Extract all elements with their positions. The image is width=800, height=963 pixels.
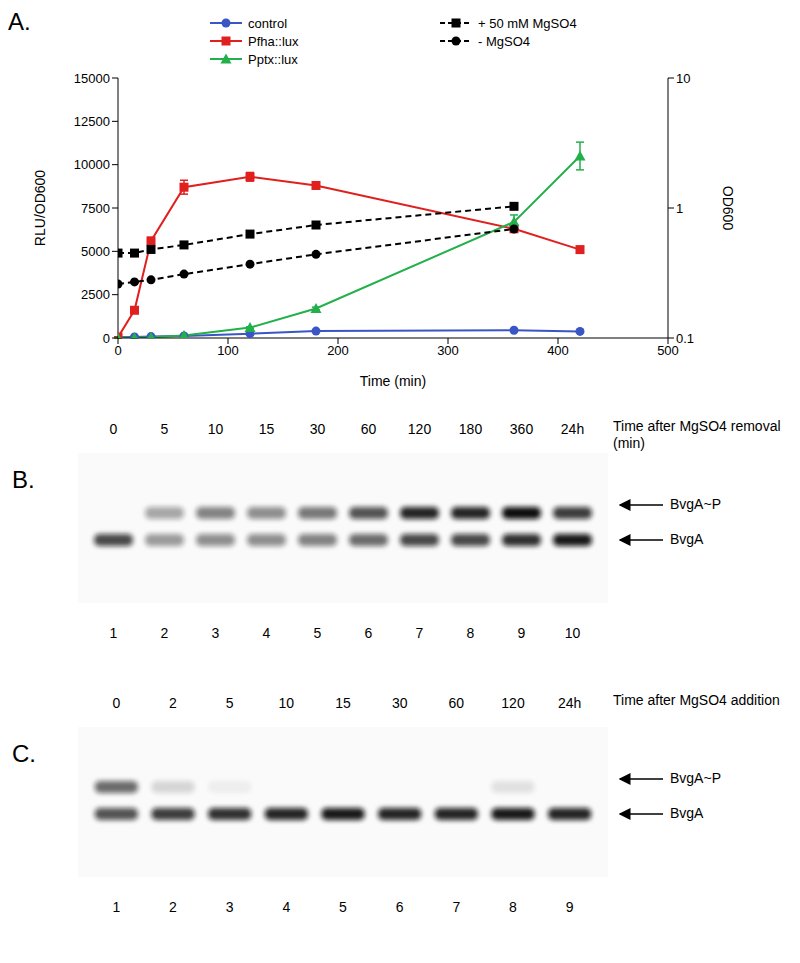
svg-text:15000: 15000 xyxy=(74,71,110,86)
svg-text:6: 6 xyxy=(396,899,404,915)
svg-text:OD600: OD600 xyxy=(720,186,736,231)
svg-text:180: 180 xyxy=(459,421,483,437)
html-text:control: control xyxy=(248,15,287,31)
svg-text:7: 7 xyxy=(416,625,424,641)
svg-text:0.1: 0.1 xyxy=(676,331,694,346)
svg-text:0: 0 xyxy=(112,695,120,711)
html-text:Pptx::lux: Pptx::lux xyxy=(248,51,298,67)
svg-text:24h: 24h xyxy=(558,695,581,711)
svg-text:15: 15 xyxy=(335,695,351,711)
svg-text:360: 360 xyxy=(510,421,534,437)
svg-text:BvgA~P: BvgA~P xyxy=(670,770,721,786)
svg-text:10: 10 xyxy=(279,695,295,711)
svg-text:0: 0 xyxy=(110,421,118,437)
svg-text:2: 2 xyxy=(169,899,177,915)
svg-text:500: 500 xyxy=(657,343,679,359)
svg-text:10000: 10000 xyxy=(74,157,110,172)
svg-text:2: 2 xyxy=(169,695,177,711)
svg-text:1: 1 xyxy=(676,201,683,216)
svg-text:4: 4 xyxy=(263,625,271,641)
svg-text:9: 9 xyxy=(566,899,574,915)
svg-text:5000: 5000 xyxy=(81,244,110,259)
svg-text:8: 8 xyxy=(509,899,517,915)
svg-text:B.: B. xyxy=(12,466,35,493)
svg-text:5: 5 xyxy=(226,695,234,711)
svg-text:5: 5 xyxy=(161,421,169,437)
svg-text:10: 10 xyxy=(676,71,690,86)
svg-text:3: 3 xyxy=(212,625,220,641)
svg-text:30: 30 xyxy=(310,421,326,437)
svg-text:60: 60 xyxy=(361,421,377,437)
svg-text:6: 6 xyxy=(365,625,373,641)
svg-text:12500: 12500 xyxy=(74,114,110,129)
html-text:+ 50 mM MgSO4: + 50 mM MgSO4 xyxy=(478,15,577,31)
svg-text:C.: C. xyxy=(12,740,36,767)
svg-text:15: 15 xyxy=(259,421,275,437)
svg-text:BvgA: BvgA xyxy=(670,805,704,821)
svg-text:4: 4 xyxy=(282,899,290,915)
svg-text:7: 7 xyxy=(452,899,460,915)
svg-text:10: 10 xyxy=(565,625,581,641)
svg-text:10: 10 xyxy=(208,421,224,437)
svg-text:Time (min): Time (min) xyxy=(360,373,426,389)
svg-text:1: 1 xyxy=(112,899,120,915)
svg-text:5: 5 xyxy=(339,899,347,915)
html-text:Pfha::lux: Pfha::lux xyxy=(248,33,299,49)
svg-text:0: 0 xyxy=(103,331,110,346)
svg-text:9: 9 xyxy=(518,625,526,641)
svg-text:300: 300 xyxy=(437,343,459,358)
svg-text:RLU/OD600: RLU/OD600 xyxy=(32,170,48,246)
svg-text:1: 1 xyxy=(110,625,118,641)
svg-text:200: 200 xyxy=(327,343,349,358)
html-text:A.: A. xyxy=(8,8,31,35)
svg-text:24h: 24h xyxy=(561,421,584,437)
svg-text:120: 120 xyxy=(501,695,525,711)
html-text:- MgSO4: - MgSO4 xyxy=(478,33,530,49)
svg-text:2500: 2500 xyxy=(81,287,110,302)
svg-text:7500: 7500 xyxy=(81,201,110,216)
svg-text:60: 60 xyxy=(449,695,465,711)
svg-text:2: 2 xyxy=(161,625,169,641)
html-text:Time after MgSO4 removal (min): Time after MgSO4 removal (min) xyxy=(613,418,781,451)
svg-text:3: 3 xyxy=(226,899,234,915)
svg-text:5: 5 xyxy=(314,625,322,641)
html-text:Time after MgSO4 addition: Time after MgSO4 addition xyxy=(613,692,780,708)
svg-text:BvgA: BvgA xyxy=(670,531,704,547)
svg-text:0: 0 xyxy=(114,343,121,358)
svg-text:100: 100 xyxy=(217,343,239,358)
svg-text:8: 8 xyxy=(467,625,475,641)
svg-text:30: 30 xyxy=(392,695,408,711)
svg-text:120: 120 xyxy=(408,421,432,437)
svg-text:400: 400 xyxy=(547,343,569,358)
svg-text:BvgA~P: BvgA~P xyxy=(670,496,721,512)
